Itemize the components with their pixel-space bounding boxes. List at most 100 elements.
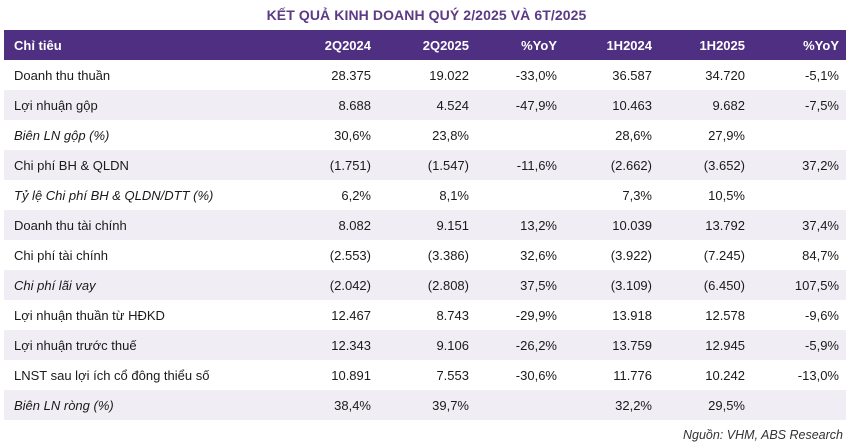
- table-cell: 10,5%: [708, 187, 745, 203]
- table-row: Chi phí tài chính (2.553) (3.386) 32,6% (3.9…: [4, 240, 846, 270]
- table-cell: 12.467: [331, 307, 371, 323]
- table-cell: (1.751): [329, 157, 371, 173]
- table-cell: -7,5%: [805, 97, 839, 113]
- table-cell: 19.022: [429, 67, 469, 83]
- table-cell: 9.151: [436, 217, 469, 233]
- table-cell: [752, 120, 846, 150]
- table-cell: 13.792: [705, 217, 745, 233]
- table-cell: 10.891: [331, 367, 371, 383]
- header-cell-1h2024: 1H2024: [606, 37, 652, 53]
- table-cell: -5,1%: [805, 67, 839, 83]
- table-row: Doanh thu tài chính 8.082 9.151 13,2% 10.039…: [4, 210, 846, 240]
- table-cell: 28,6%: [615, 127, 652, 143]
- table-cell: 23,8%: [432, 127, 469, 143]
- table-row: Lợi nhuận trước thuế 12.343 9.106 -26,2% 13.…: [4, 330, 846, 360]
- table-cell: (7.245): [703, 247, 745, 263]
- table-cell: 32,2%: [615, 397, 652, 413]
- table-cell: (3.109): [610, 277, 652, 293]
- source-note: Nguồn: VHM, ABS Research: [682, 428, 843, 442]
- table-row: Biên LN ròng (%) 38,4% 39,7% 32,2% 29,5%: [4, 390, 846, 420]
- table-cell: 84,7%: [802, 247, 839, 263]
- table-cell: 13.759: [612, 337, 652, 353]
- table-cell: [476, 120, 564, 150]
- table-cell: 7.553: [436, 367, 469, 383]
- table-row: Lợi nhuận gộp 8.688 4.524 -47,9% 10.463 9.682…: [4, 90, 846, 120]
- financial-results-table: Chỉ tiêu 2Q2024 2Q2025 %YoY 1H2024 1H202…: [4, 30, 846, 420]
- table-cell: 29,5%: [708, 397, 745, 413]
- table-cell: -30,6%: [515, 367, 557, 383]
- table-cell: -29,9%: [515, 307, 557, 323]
- table-cell: 10.039: [612, 217, 652, 233]
- header-cell-2q2025: 2Q2025: [422, 37, 469, 53]
- table-cell: (1.547): [427, 157, 469, 173]
- table-cell: 30,6%: [334, 127, 371, 143]
- table-cell: -11,6%: [516, 157, 557, 173]
- table-cell: -9,6%: [805, 307, 839, 323]
- table-cell: 8.688: [338, 97, 371, 113]
- table-cell: 28.375: [331, 67, 371, 83]
- table-cell: 34.720: [705, 67, 745, 83]
- row-label: Chi phí BH & QLDN: [14, 157, 129, 173]
- header-cell-yoy-half: %YoY: [803, 37, 839, 53]
- table-cell: (3.386): [427, 247, 469, 263]
- table-cell: -5,9%: [805, 337, 839, 353]
- table-cell: (2.662): [610, 157, 652, 173]
- table-header-row: Chỉ tiêu 2Q2024 2Q2025 %YoY 1H2024 1H202…: [4, 30, 846, 60]
- report-title: KẾT QUẢ KINH DOANH QUÝ 2/2025 VÀ 6T/2025: [266, 7, 587, 23]
- table-cell: 32,6%: [520, 247, 557, 263]
- table-cell: -13,0%: [797, 367, 839, 383]
- row-label: Lợi nhuận trước thuế: [14, 337, 137, 353]
- table-cell: 6,2%: [341, 187, 371, 203]
- table-cell: 12.578: [705, 307, 745, 323]
- table-cell: 11.776: [613, 367, 652, 383]
- table-cell: -47,9%: [515, 97, 557, 113]
- table-cell: 9.682: [712, 97, 745, 113]
- table-body: Doanh thu thuần 28.375 19.022 -33,0% 36.587 3…: [4, 60, 846, 420]
- header-cell-1h2025: 1H2025: [699, 37, 745, 53]
- table-cell: (2.808): [427, 277, 469, 293]
- table-cell: (2.553): [329, 247, 371, 263]
- table-cell: 12.945: [705, 337, 745, 353]
- table-cell: 13,2%: [520, 217, 557, 233]
- table-cell: 39,7%: [432, 397, 469, 413]
- table-row: Chi phí BH & QLDN (1.751) (1.547) -11,6% (2.…: [4, 150, 846, 180]
- table-cell: 10.242: [705, 367, 745, 383]
- header-cell-2q2024: 2Q2024: [324, 37, 371, 53]
- table-cell: 8.082: [338, 217, 371, 233]
- row-label: Biên LN ròng (%): [14, 397, 114, 413]
- table-cell: 107,5%: [794, 277, 839, 293]
- table-cell: 27,9%: [708, 127, 745, 143]
- table-cell: (3.922): [610, 247, 652, 263]
- table-cell: [752, 390, 846, 420]
- row-label: Lợi nhuận gộp: [14, 97, 98, 113]
- table-row: Doanh thu thuần 28.375 19.022 -33,0% 36.587 3…: [4, 60, 846, 90]
- table-row: Chi phí lãi vay (2.042) (2.808) 37,5% (3.109…: [4, 270, 846, 300]
- table-cell: 37,5%: [520, 277, 557, 293]
- row-label: LNST sau lợi ích cổ đông thiểu số: [14, 367, 210, 383]
- table-cell: [476, 390, 564, 420]
- table-row: LNST sau lợi ích cổ đông thiểu số 10.891 7…: [4, 360, 846, 390]
- row-label: Chi phí lãi vay: [14, 277, 96, 293]
- row-label: Chi phí tài chính: [14, 247, 108, 263]
- table-cell: 36.587: [612, 67, 652, 83]
- table-row: Biên LN gộp (%) 30,6% 23,8% 28,6% 27,9%: [4, 120, 846, 150]
- row-label: Doanh thu thuần: [14, 67, 111, 83]
- table-cell: [476, 180, 564, 210]
- header-cell-yoy-quarter: %YoY: [521, 37, 557, 53]
- table-cell: [752, 180, 846, 210]
- table-cell: 4.524: [436, 97, 469, 113]
- table-cell: -26,2%: [515, 337, 557, 353]
- table-row: Tỷ lệ Chi phí BH & QLDN/DTT (%) 6,2% 8,1% 7…: [4, 180, 846, 210]
- table-cell: 12.343: [331, 337, 371, 353]
- table-cell: 7,3%: [622, 187, 652, 203]
- row-label: Tỷ lệ Chi phí BH & QLDN/DTT (%): [14, 187, 214, 203]
- table-cell: 9.106: [436, 337, 469, 353]
- table-cell: 37,2%: [802, 157, 839, 173]
- table-cell: 13.918: [612, 307, 652, 323]
- table-cell: 38,4%: [334, 397, 371, 413]
- row-label: Doanh thu tài chính: [14, 217, 127, 233]
- table-cell: 8.743: [436, 307, 469, 323]
- table-cell: (3.652): [703, 157, 745, 173]
- table-cell: 37,4%: [802, 217, 839, 233]
- row-label: Biên LN gộp (%): [14, 127, 110, 143]
